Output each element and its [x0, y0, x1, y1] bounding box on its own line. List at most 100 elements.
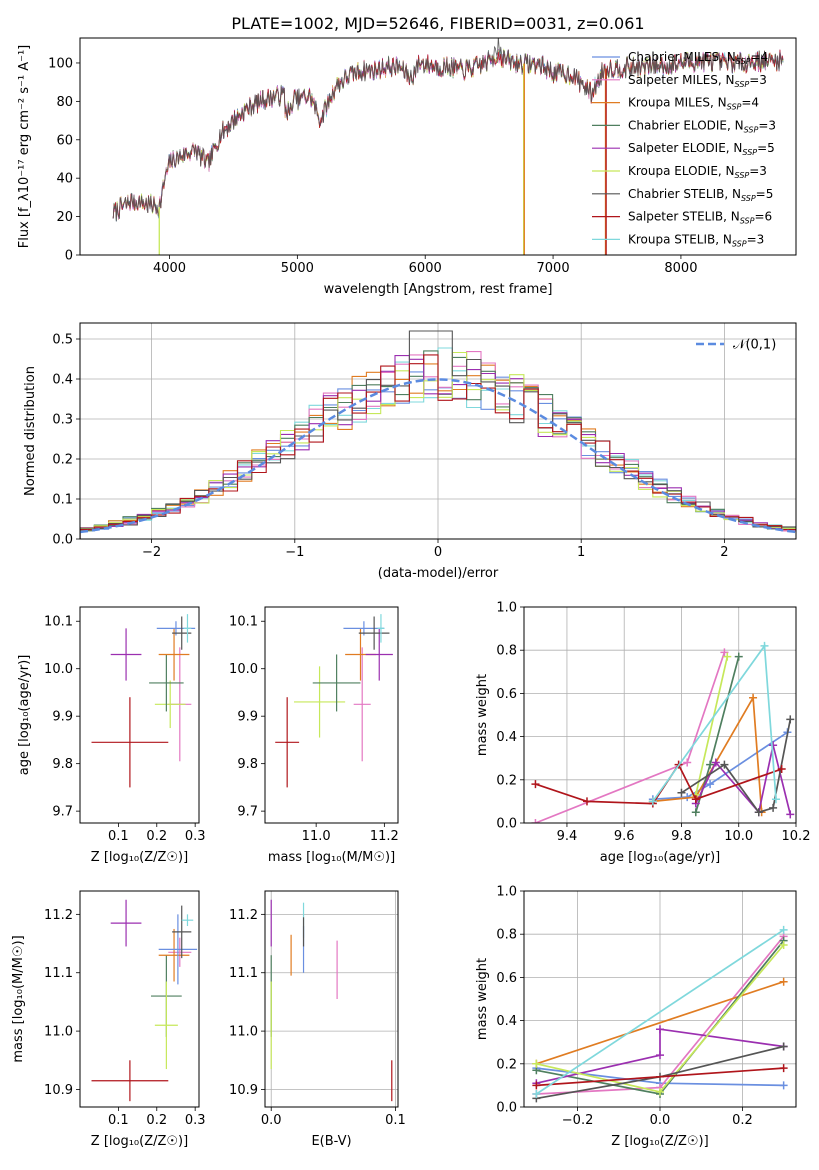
- y-axis-label: mass [log₁₀(M/M☉)]: [11, 935, 26, 1062]
- weight-point-marker: [779, 1064, 788, 1073]
- y-axis-label: Flux [f_λ10⁻¹⁷ erg cm⁻² s⁻¹ A⁻¹]: [17, 45, 32, 249]
- x-tick-label: 0: [434, 545, 442, 560]
- histogram-step: [80, 330, 796, 539]
- y-tick-label: 1.0: [496, 885, 517, 900]
- weight-point-marker: [720, 760, 729, 769]
- x-tick-label: 0.1: [385, 1113, 406, 1128]
- x-tick-label: 0.1: [108, 829, 129, 844]
- y-axis-label: mass weight: [475, 674, 490, 756]
- weight-point-marker: [532, 1059, 541, 1068]
- x-tick-label: 0.1: [108, 1113, 129, 1128]
- y-tick-label: 9.7: [237, 805, 258, 820]
- x-tick-label: 10.2: [782, 829, 811, 844]
- x-tick-label: 0.2: [732, 1113, 753, 1128]
- legend-value: =4: [741, 96, 759, 110]
- axes-frame: [79, 890, 200, 1108]
- y-tick-label: 11.0: [44, 1025, 73, 1040]
- x-tick-label: −1: [285, 545, 304, 560]
- y-tick-label: 9.7: [52, 805, 73, 820]
- y-tick-label: 0.6: [496, 971, 517, 986]
- legend-subscript: SSP: [740, 217, 755, 226]
- x-tick-label: 0.2: [146, 829, 167, 844]
- legend-value: =3: [758, 118, 776, 132]
- spectrum-line: [112, 38, 784, 222]
- y-tick-label: 0.4: [496, 1014, 517, 1029]
- weight-point-marker: [532, 1090, 541, 1099]
- weight-point-marker: [531, 819, 540, 823]
- weight-point-marker: [706, 780, 715, 789]
- weight-series-line: [652, 694, 763, 813]
- weight-point-marker: [582, 797, 591, 806]
- y-tick-label: 0.8: [496, 928, 517, 943]
- y-tick-label: 11.1: [229, 966, 258, 981]
- x-axis-label: wavelength [Angstrom, rest frame]: [324, 282, 553, 297]
- legend-entry: Salpeter ELODIE, NSSP=5: [628, 141, 775, 157]
- legend-value: =3: [749, 73, 767, 87]
- weight-point-marker: [786, 715, 795, 724]
- x-tick-label: 9.4: [557, 829, 578, 844]
- histogram-step: [80, 354, 796, 539]
- weight-point-marker: [749, 693, 758, 702]
- x-tick-label: −0.2: [562, 1113, 594, 1128]
- x-tick-label: 0.0: [650, 1113, 671, 1128]
- legend-subscript: SSP: [735, 171, 750, 180]
- y-tick-label: 10.0: [229, 662, 258, 677]
- weight-point-marker: [771, 795, 780, 804]
- legend-subscript: SSP: [741, 194, 756, 203]
- weight-point-marker: [677, 788, 686, 797]
- weight-point-marker: [734, 652, 743, 661]
- x-tick-label: 11.0: [302, 829, 331, 844]
- x-tick-label: 1: [577, 545, 585, 560]
- weight-point-marker: [779, 941, 788, 949]
- weight-point-marker: [711, 758, 720, 767]
- legend-entry: Salpeter STELIB, NSSP=6: [628, 210, 772, 226]
- y-tick-label: 10.0: [44, 662, 73, 677]
- axes-frame: [523, 606, 797, 824]
- weight-point-marker: [706, 760, 715, 769]
- weight-series-line: [536, 980, 784, 1065]
- axes-frame: [264, 890, 399, 1108]
- plot-area: [270, 899, 393, 1102]
- x-tick-label: 8000: [664, 261, 697, 276]
- y-tick-label: 9.9: [52, 710, 73, 725]
- legend-entry: Kroupa MILES, NSSP=4: [628, 96, 759, 112]
- z-vs-age-panel: 0.1 0.2 0.3 9.7 9.8 9.9 10.0 10.1 Z [log₁₀(Z/Z☉)…: [17, 606, 206, 865]
- weight-point-marker: [779, 1042, 788, 1051]
- y-tick-label: 10.1: [44, 615, 73, 630]
- x-axis-label: Z [log₁₀(Z/Z☉)]: [611, 1134, 708, 1149]
- x-tick-label: 9.8: [671, 829, 692, 844]
- weight-series-line: [652, 731, 788, 801]
- y-tick-label: 0.6: [496, 687, 517, 702]
- x-tick-label: 10.0: [724, 829, 753, 844]
- plot-area: [91, 899, 198, 1102]
- y-tick-label: 0.0: [496, 1101, 517, 1116]
- weight-point-marker: [532, 1081, 541, 1090]
- x-axis-label: mass [log₁₀(M/M☉)]: [268, 850, 395, 865]
- y-axis-label: Normed distribution: [23, 366, 38, 496]
- x-tick-label: 11.2: [370, 829, 399, 844]
- axes-frame: [79, 37, 797, 256]
- legend-subscript: SSP: [727, 103, 742, 112]
- weight-point-marker: [683, 758, 692, 767]
- legend-subscript: SSP: [742, 148, 757, 157]
- legend-subscript: SSP: [732, 239, 747, 248]
- weight-point-marker: [656, 1025, 664, 1034]
- y-tick-label: 0.8: [496, 644, 517, 659]
- y-axis-label: age [log₁₀(age/yr)]: [17, 655, 32, 776]
- figure-title: PLATE=1002, MJD=52646, FIBERID=0031, z=0…: [231, 14, 644, 33]
- weight-series-line: [536, 1067, 784, 1087]
- mass-vs-age-panel: 11.0 11.2 9.7 9.8 9.9 10.0 10.1 mass [log₁₀(M/M…: [229, 606, 399, 865]
- y-tick-label: 80: [56, 95, 73, 110]
- weight-point-marker: [786, 810, 795, 819]
- axes-frame: [79, 322, 797, 540]
- legend-entry: Kroupa ELODIE, NSSP=3: [628, 164, 767, 180]
- weight-point-marker: [691, 795, 700, 804]
- y-tick-label: 10.9: [44, 1083, 73, 1098]
- normal-reference-curve: [80, 378, 796, 534]
- weight-point-marker: [779, 925, 788, 934]
- z-vs-mass-panel: 0.1 0.2 0.3 10.9 11.0 11.1 11.2 Z [log₁₀(Z/Z☉)]…: [11, 890, 206, 1149]
- y-tick-label: 11.2: [229, 908, 258, 923]
- plot-area: [80, 330, 796, 539]
- x-tick-label: 5000: [281, 261, 314, 276]
- x-axis-label: E(B-V): [311, 1134, 351, 1149]
